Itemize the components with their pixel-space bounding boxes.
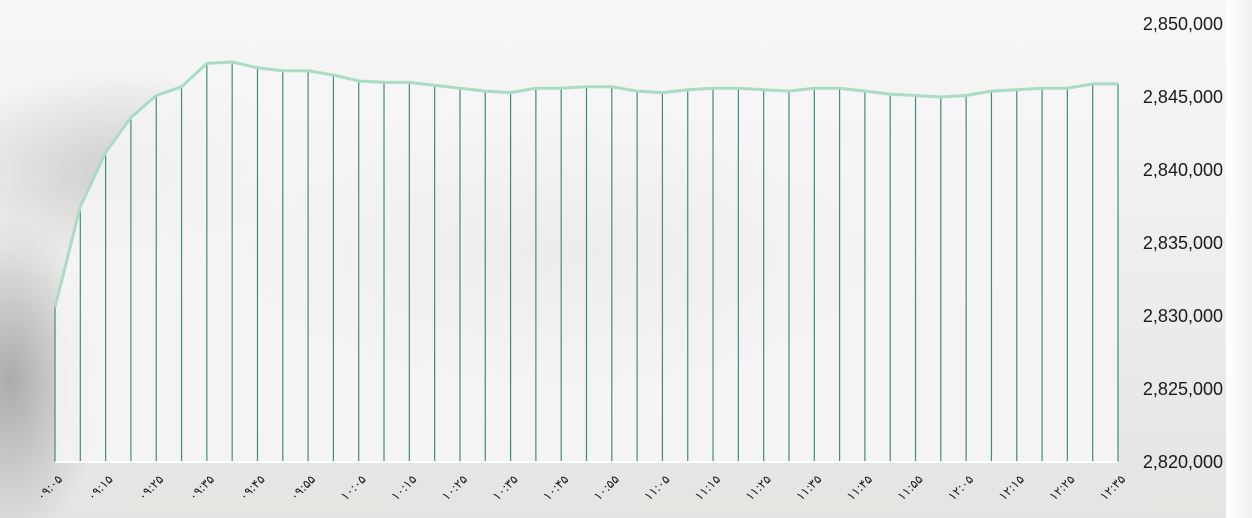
x-axis: ۰۹:۰۵ ۰۹:۱۵ ۰۹:۲۵ ۰۹:۳۵ ۰۹:۴۵ ۰۹:۵۵ ۱۰:۰۵ ۱۰:۱۵…: [34, 472, 1128, 503]
y-tick-label: 2,850,000: [1143, 14, 1223, 34]
x-tick-label: ۱۲:۱۵: [996, 472, 1027, 503]
y-tick-label: 2,820,000: [1143, 452, 1223, 472]
right-edge-strip: [1226, 0, 1252, 518]
y-tick-label: 2,840,000: [1143, 160, 1223, 180]
x-tick-label: ۱۱:۳۵: [793, 472, 824, 503]
y-tick-label: 2,835,000: [1143, 233, 1223, 253]
x-tick-label: ۱۱:۱۵: [692, 472, 723, 503]
x-tick-label: ۱۲:۳۵: [1097, 472, 1128, 503]
x-tick-label: ۱۱:۰۵: [642, 472, 673, 503]
x-tick-label: ۱۱:۲۵: [743, 472, 774, 503]
x-tick-label: ۰۹:۰۵: [34, 472, 65, 503]
series-line: [53, 60, 1118, 308]
x-tick-label: ۰۹:۴۵: [237, 472, 268, 503]
x-tick-label: ۱۱:۵۵: [895, 472, 926, 503]
y-tick-label: 2,825,000: [1143, 379, 1223, 399]
drop-lines: [54, 61, 1119, 463]
x-tick-label: ۱۰:۴۵: [540, 472, 571, 503]
x-tick-label: ۰۹:۱۵: [85, 472, 116, 503]
y-tick-label: 2,830,000: [1143, 306, 1223, 326]
x-tick-label: ۰۹:۵۵: [287, 472, 318, 503]
x-tick-label: ۱۲:۲۵: [1047, 472, 1078, 503]
y-tick-label: 2,845,000: [1143, 87, 1223, 107]
x-tick-label: ۰۹:۲۵: [135, 472, 166, 503]
x-tick-label: ۱۰:۲۵: [439, 472, 470, 503]
x-tick-label: ۱۱:۴۵: [844, 472, 875, 503]
x-tick-label: ۰۹:۳۵: [186, 472, 217, 503]
series-line-layer: [53, 60, 1118, 308]
y-axis: 2,820,000 2,825,000 2,830,000 2,835,000 2,84…: [1143, 14, 1223, 472]
x-tick-label: ۱۰:۱۵: [388, 472, 419, 503]
x-tick-label: ۱۰:۰۵: [338, 472, 369, 503]
x-tick-label: ۱۲:۰۵: [945, 472, 976, 503]
x-tick-label: ۱۰:۵۵: [591, 472, 622, 503]
x-tick-label: ۱۰:۳۵: [490, 472, 521, 503]
